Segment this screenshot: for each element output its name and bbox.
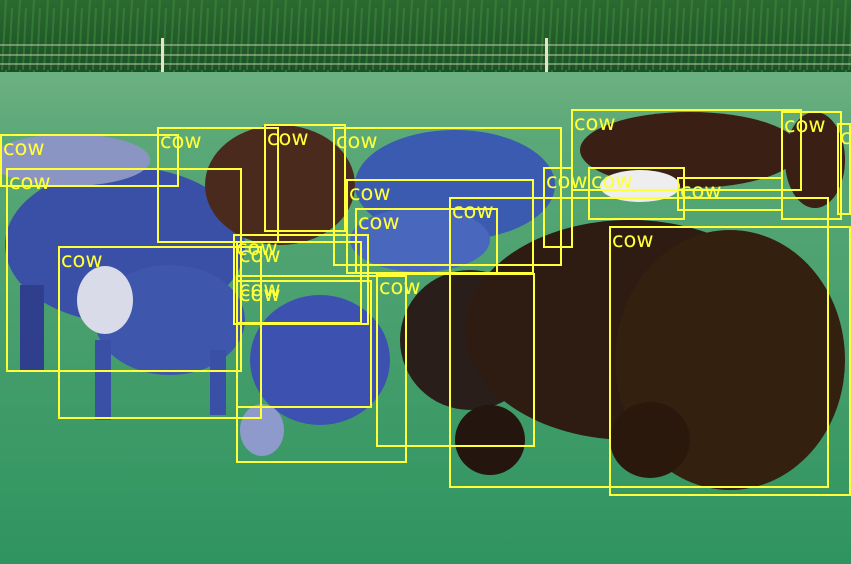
detection-label: cow — [349, 181, 391, 205]
detection-box: cow — [157, 127, 279, 243]
detection-label: cow — [574, 111, 616, 135]
cow-calf-left — [77, 265, 245, 420]
cow-brown-back — [205, 125, 355, 245]
detection-label: cow — [236, 236, 278, 260]
detection-box: cow — [264, 124, 346, 232]
detection-label: cow — [239, 282, 281, 306]
detection-box: cow — [376, 273, 535, 447]
detection-box: cow — [543, 167, 588, 248]
detection-box: cow — [333, 127, 562, 266]
detection-label: cow — [239, 277, 281, 301]
detection-box: cow — [449, 197, 829, 488]
detection-label: cow — [840, 125, 851, 149]
cow-white-distant — [600, 170, 680, 202]
cow-blue-center — [350, 130, 555, 272]
detection-box: cow — [609, 226, 851, 496]
detection-box: cow — [0, 134, 179, 187]
detection-box: cow — [781, 111, 842, 220]
detection-label: cow — [784, 113, 826, 137]
detection-label: cow — [61, 248, 103, 272]
detection-label: cow — [336, 129, 378, 153]
detection-label: cow — [3, 136, 45, 160]
detection-label: cow — [591, 169, 633, 193]
detection-box: cow — [58, 246, 262, 419]
detection-box: cow — [571, 109, 802, 191]
detection-label: cow — [680, 179, 722, 203]
detection-box: cow — [236, 275, 407, 463]
detection-box: cow — [233, 234, 369, 325]
detection-label: cow — [358, 210, 400, 234]
detection-label: cow — [452, 199, 494, 223]
detection-label: cow — [546, 169, 588, 193]
detection-label: cow — [160, 129, 202, 153]
detection-label: cow — [267, 126, 309, 150]
detection-box: cow — [837, 123, 851, 215]
detection-box: cow — [6, 168, 242, 372]
detection-label: cow — [612, 228, 654, 252]
cow-brown-right — [610, 230, 845, 490]
detection-label: cow — [379, 275, 421, 299]
detection-label: cow — [9, 170, 51, 194]
detection-box: cow — [588, 167, 685, 220]
detection-box: cow — [677, 177, 783, 211]
